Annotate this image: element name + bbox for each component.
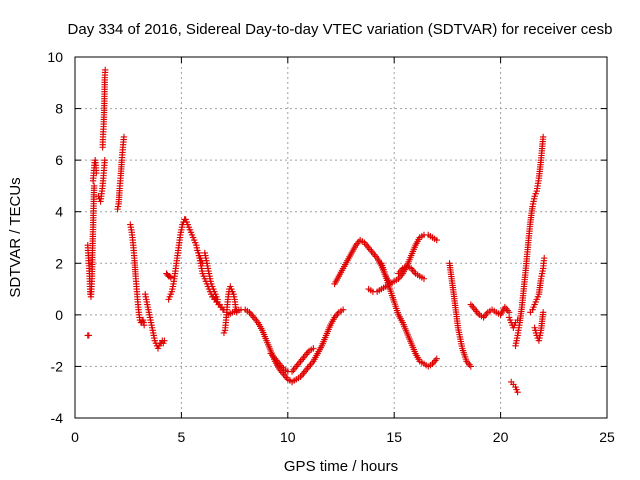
series-s2 [84,182,98,301]
y-tick-label: 2 [55,255,63,271]
y-tick-label: -4 [51,410,64,426]
series-s18 [378,260,440,370]
series-s16 [288,306,347,386]
data-point [214,296,221,303]
data-point [539,309,547,316]
series-s15 [267,345,317,375]
data-point [420,275,428,282]
series-s26 [527,254,548,316]
axis-ticks [74,56,608,419]
x-tick-label: 5 [178,429,186,445]
y-tick-label: 6 [55,152,63,168]
data-point [433,355,440,362]
data-point [161,337,168,344]
x-tick-label: 25 [599,429,615,445]
series-s9 [163,270,174,281]
y-axis-title: SDTVAR / TECUs [7,177,24,297]
data-point [467,363,475,370]
x-tick-label: 15 [386,429,402,445]
data-point [310,345,317,352]
data-point [102,66,109,74]
series-s8 [142,291,168,352]
series-s6 [114,133,128,213]
data-point [167,274,174,281]
data-point [90,182,98,190]
x-tick-label: 20 [493,429,509,445]
x-tick-labels: 0 5 10 15 20 25 [71,429,615,445]
series-s5 [99,66,109,151]
grid-lines [75,57,607,418]
plot-frame [74,56,608,419]
y-tick-labels: -4 -2 0 2 4 6 8 10 [47,49,63,426]
series-s21 [446,260,475,370]
x-tick-label: 10 [280,429,296,445]
series-s4 [95,156,108,205]
series-s14 [225,306,296,386]
x-axis-title: GPS time / hours [284,458,398,475]
data-point [93,169,100,177]
data-point [339,306,347,313]
data-point [539,133,547,141]
series-s3 [89,156,100,184]
x-tick-label: 0 [71,429,79,445]
series-s17 [331,236,394,288]
data-point [120,133,128,141]
data-point [433,236,440,244]
y-tick-label: 10 [47,49,63,65]
data-point [85,332,93,339]
series-s25 [512,133,547,349]
y-tick-label: 8 [55,101,63,117]
series-s20 [395,262,428,282]
data-point [541,254,548,262]
series-s1 [84,332,93,339]
data-points [84,66,548,396]
data-point [514,389,521,396]
data-point [140,321,148,329]
series-s7 [127,221,148,329]
series-s24 [508,378,521,396]
data-point [101,156,108,164]
y-tick-label: 0 [55,307,63,323]
y-tick-label: 4 [55,204,63,220]
series-s19 [365,231,440,295]
series-s13 [220,283,240,337]
series-s27 [531,309,547,344]
series-s12 [201,249,221,303]
y-tick-label: -2 [51,358,64,374]
chart-title: Day 334 of 2016, Sidereal Day-to-day VTE… [68,21,613,38]
series-s22 [467,301,513,321]
